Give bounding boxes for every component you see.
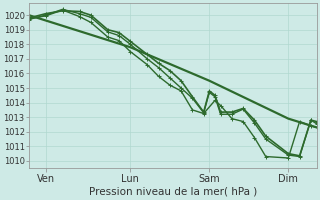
X-axis label: Pression niveau de la mer( hPa ): Pression niveau de la mer( hPa ) bbox=[89, 187, 257, 197]
